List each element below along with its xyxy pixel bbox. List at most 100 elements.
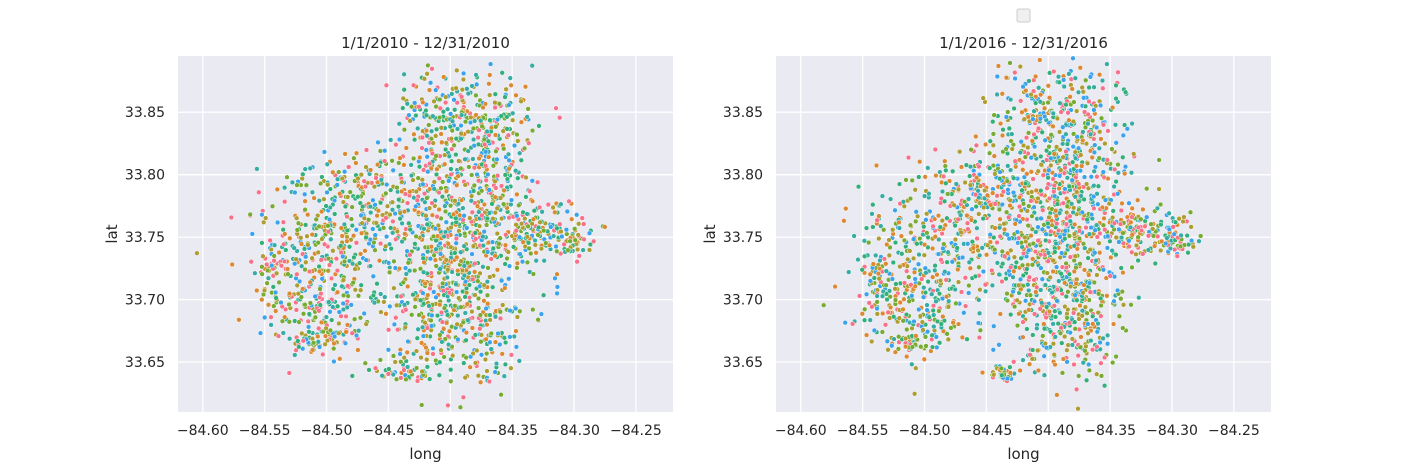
scatter-point bbox=[493, 360, 500, 367]
scatter-point bbox=[363, 234, 369, 241]
scatter-point bbox=[228, 214, 234, 221]
scatter-point bbox=[494, 156, 500, 163]
scatter-point bbox=[334, 303, 341, 309]
scatter-point bbox=[312, 314, 319, 320]
scatter-point bbox=[911, 318, 917, 325]
scatter-point bbox=[447, 111, 454, 117]
scatter-point bbox=[396, 160, 402, 166]
scatter-point bbox=[533, 250, 539, 256]
x-tick-label: −84.45 bbox=[960, 423, 1012, 439]
scatter-point bbox=[1067, 94, 1073, 100]
scatter-point bbox=[316, 223, 322, 230]
scatter-point bbox=[1043, 237, 1049, 244]
scatter-point bbox=[392, 210, 398, 217]
scatter-point bbox=[351, 155, 357, 161]
scatter-point bbox=[303, 182, 310, 188]
scatter-point bbox=[362, 360, 368, 366]
scatter-point bbox=[935, 251, 942, 257]
scatter-point bbox=[300, 311, 307, 317]
scatter-point bbox=[1057, 147, 1063, 153]
scatter-point bbox=[1140, 206, 1146, 213]
scatter-point bbox=[433, 171, 440, 178]
scatter-point bbox=[1096, 145, 1102, 151]
scatter-point bbox=[309, 255, 315, 261]
scatter-point bbox=[1090, 313, 1096, 319]
scatter-point bbox=[358, 212, 364, 219]
scatter-point bbox=[529, 127, 536, 134]
scatter-point bbox=[377, 240, 384, 247]
scatter-point bbox=[1088, 337, 1094, 344]
scatter-point bbox=[503, 86, 509, 92]
scatter-point bbox=[428, 244, 435, 250]
scatter-point bbox=[561, 241, 567, 248]
scatter-point bbox=[1150, 233, 1157, 239]
x-tick-label: −84.30 bbox=[1146, 423, 1198, 439]
scatter-point bbox=[919, 319, 926, 325]
scatter-point bbox=[1185, 250, 1191, 256]
scatter-point bbox=[391, 321, 398, 328]
scatter-point bbox=[506, 263, 513, 269]
scatter-point bbox=[893, 281, 899, 287]
scatter-point bbox=[388, 137, 394, 143]
scatter-point bbox=[440, 280, 446, 287]
scatter-point bbox=[1082, 245, 1088, 251]
scatter-point bbox=[579, 215, 585, 221]
scatter-point bbox=[937, 277, 944, 284]
scatter-point bbox=[353, 332, 360, 339]
scatter-point bbox=[370, 273, 376, 279]
scatter-point bbox=[370, 226, 376, 232]
scatter-point bbox=[501, 373, 507, 379]
scatter-point bbox=[299, 330, 305, 337]
scatter-point bbox=[524, 259, 531, 266]
scatter-point bbox=[481, 228, 487, 235]
scatter-point bbox=[1053, 213, 1059, 219]
scatter-point bbox=[285, 271, 291, 277]
scatter-point bbox=[1042, 282, 1049, 288]
scatter-point bbox=[992, 225, 998, 231]
scatter-point bbox=[991, 153, 997, 159]
scatter-point bbox=[291, 245, 297, 251]
scatter-point bbox=[367, 203, 374, 210]
scatter-point bbox=[954, 245, 960, 251]
scatter-point bbox=[327, 186, 333, 192]
scatter-point bbox=[1013, 259, 1020, 266]
scatter-point bbox=[514, 131, 520, 138]
scatter-point bbox=[1093, 257, 1099, 264]
scatter-point bbox=[991, 323, 997, 329]
scatter-point bbox=[330, 248, 336, 254]
scatter-point bbox=[375, 139, 381, 146]
scatter-point bbox=[508, 82, 514, 88]
scatter-point bbox=[930, 274, 936, 280]
scatter-point bbox=[1044, 304, 1050, 310]
scatter-point bbox=[939, 188, 946, 195]
scatter-point bbox=[1010, 142, 1017, 148]
scatter-point bbox=[518, 221, 525, 227]
scatter-point bbox=[511, 333, 517, 340]
scatter-point bbox=[294, 182, 300, 188]
scatter-point bbox=[1120, 230, 1126, 236]
scatter-point bbox=[1178, 232, 1184, 239]
scatter-point bbox=[490, 245, 496, 252]
scatter-point bbox=[1056, 129, 1063, 135]
scatter-point bbox=[482, 356, 489, 363]
scatter-point bbox=[1091, 168, 1097, 174]
scatter-point bbox=[508, 197, 515, 203]
scatter-point bbox=[356, 328, 362, 334]
scatter-point bbox=[1046, 95, 1053, 101]
scatter-point bbox=[1050, 123, 1056, 130]
scatter-point bbox=[517, 308, 523, 314]
scatter-point bbox=[514, 191, 520, 198]
scatter-point bbox=[892, 286, 898, 292]
scatter-point bbox=[401, 302, 408, 308]
scatter-point bbox=[996, 206, 1003, 213]
scatter-point bbox=[1156, 186, 1162, 192]
scatter-point bbox=[1057, 173, 1063, 179]
scatter-point bbox=[1133, 251, 1139, 257]
scatter-point bbox=[1062, 186, 1068, 192]
scatter-point bbox=[892, 297, 899, 303]
scatter-point bbox=[416, 164, 423, 170]
scatter-point bbox=[1073, 386, 1080, 393]
scatter-point bbox=[456, 295, 462, 301]
scatter-point bbox=[385, 347, 392, 353]
scatter-point bbox=[550, 204, 556, 211]
